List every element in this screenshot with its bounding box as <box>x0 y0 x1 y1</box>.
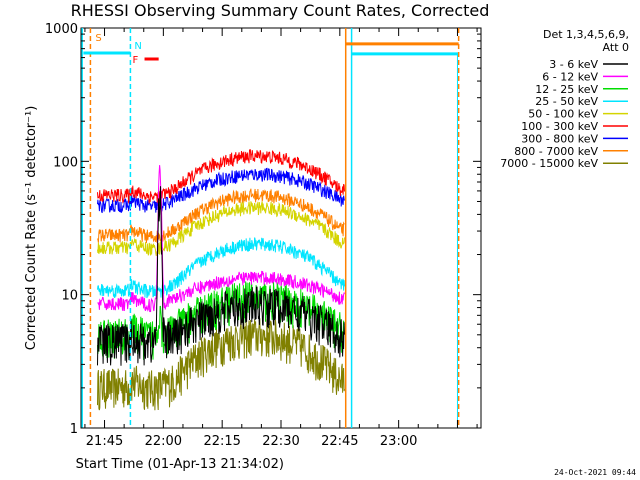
series-line-300_800keV <box>97 167 345 214</box>
series-line-25_50keV <box>97 237 345 299</box>
y-tick-label: 1 <box>70 422 78 437</box>
series-line-7000_15000keV <box>97 318 345 411</box>
legend-label: 100 - 300 keV <box>521 120 598 133</box>
flare-marker-label: F <box>133 55 139 66</box>
x-axis-label: Start Time (01-Apr-13 21:34:02) <box>76 457 284 472</box>
legend-header-line1: Det 1,3,4,5,6,9, <box>543 28 629 41</box>
y-tick-label: 100 <box>53 155 78 170</box>
x-tick-label: 21:45 <box>86 434 123 449</box>
sun-marker-label: S <box>95 33 101 44</box>
series-line-800_7000keV <box>97 188 345 244</box>
y-tick-label: 10 <box>61 289 78 304</box>
legend-label: 800 - 7000 keV <box>514 145 598 158</box>
plot-area: S NF <box>80 27 482 429</box>
series-line-50_100keV <box>97 201 345 256</box>
footer-timestamp: 24-Oct-2021 09:44 <box>554 468 636 477</box>
legend-label: 12 - 25 keV <box>535 83 598 96</box>
x-tick-label: 22:30 <box>262 434 299 449</box>
legend-label: 25 - 50 keV <box>535 95 598 108</box>
legend-label: 7000 - 15000 keV <box>500 157 598 170</box>
chart-title: RHESSI Observing Summary Count Rates, Co… <box>71 1 490 20</box>
x-axis: 21:45 22:00 22:15 22:30 22:45 23:00 <box>84 28 478 449</box>
series-line-3_6keV <box>97 186 345 366</box>
x-tick-label: 22:45 <box>321 434 358 449</box>
legend-label: 6 - 12 keV <box>542 70 598 83</box>
marker-layer: S NF <box>81 28 460 428</box>
legend-label: 50 - 100 keV <box>528 108 598 121</box>
y-axis: 1 10 100 1000 <box>45 22 481 437</box>
x-tick-label: 22:15 <box>203 434 240 449</box>
plot-frame <box>80 27 482 429</box>
night-marker-label: N <box>134 41 141 52</box>
series-layer <box>97 149 345 411</box>
series-line-6_12keV <box>97 165 345 313</box>
legend-header-line2: Att 0 <box>603 41 629 54</box>
y-axis-label: Corrected Count Rate (s⁻¹ detector⁻¹) <box>24 106 39 351</box>
legend-label: 3 - 6 keV <box>549 58 598 71</box>
legend-label: 300 - 800 keV <box>521 132 598 145</box>
x-tick-label: 22:00 <box>145 434 182 449</box>
x-tick-label: 23:00 <box>380 434 417 449</box>
series-line-100_300keV <box>97 149 345 204</box>
y-tick-label: 1000 <box>45 22 78 37</box>
